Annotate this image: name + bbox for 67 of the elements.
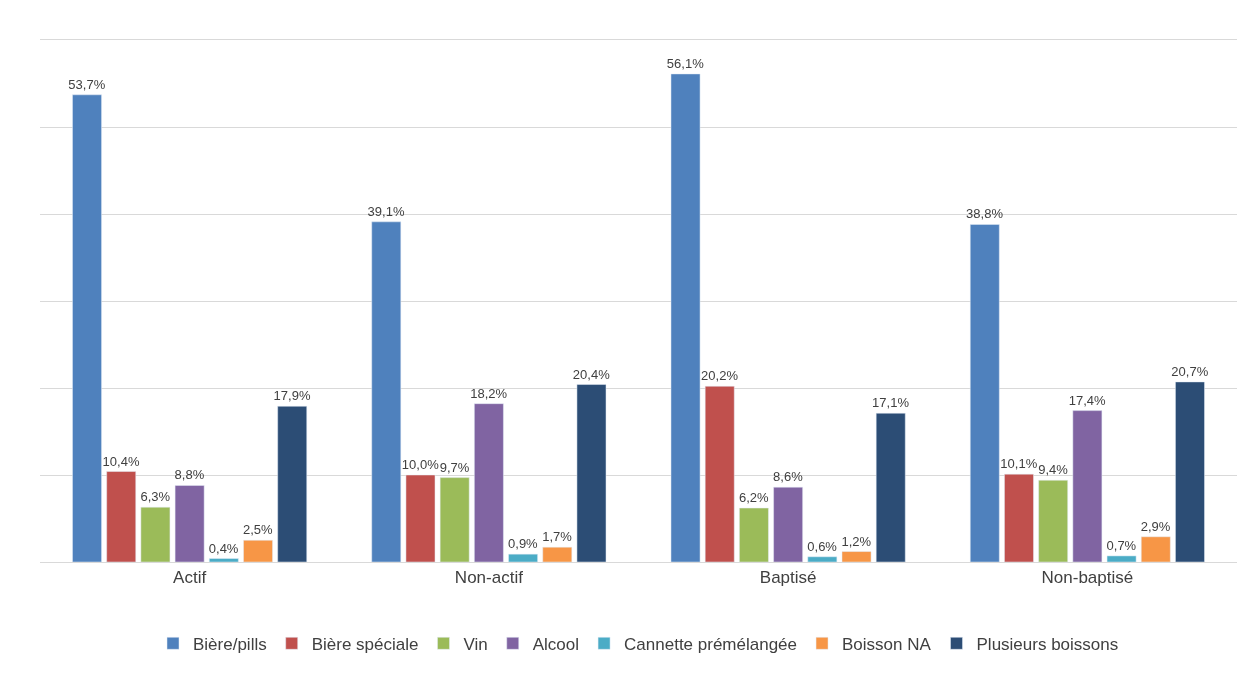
- data-label: 1,7%: [542, 529, 573, 545]
- bar: [704, 386, 735, 562]
- bar: [371, 221, 402, 562]
- legend-label: Alcool: [532, 634, 580, 654]
- data-label: 10,0%: [401, 457, 440, 472]
- data-label: 0,7%: [1106, 537, 1137, 553]
- x-tick-label: Baptisé: [759, 568, 817, 588]
- bar: [277, 406, 308, 562]
- data-label: 20,7%: [1171, 363, 1209, 379]
- bar: [1004, 473, 1034, 562]
- bar: [807, 556, 838, 562]
- bar: [1072, 410, 1103, 562]
- bar: [106, 471, 137, 562]
- bar: [1106, 555, 1137, 562]
- bar: [670, 73, 701, 562]
- data-label: 18,2%: [470, 385, 508, 401]
- data-label: 20,2%: [701, 368, 739, 384]
- legend-label: Cannette prémélangée: [624, 634, 798, 654]
- legend-label: Plusieurs boissons: [976, 634, 1119, 654]
- bar: [474, 403, 504, 562]
- data-label: 38,8%: [966, 206, 1004, 222]
- data-label: 9,7%: [439, 459, 470, 475]
- data-label: 10,4%: [102, 453, 140, 469]
- data-label: 20,4%: [572, 366, 611, 382]
- bar: [576, 384, 607, 562]
- data-label: 0,9%: [508, 536, 539, 552]
- data-label: 0,6%: [807, 538, 838, 554]
- data-label: 17,4%: [1068, 392, 1107, 408]
- legend-label: Vin: [463, 634, 488, 654]
- data-label: 10,1%: [1000, 456, 1038, 472]
- bar: [243, 540, 273, 562]
- data-label: 8,8%: [174, 467, 205, 483]
- bar: [209, 558, 239, 562]
- data-label: 53,7%: [68, 76, 106, 92]
- bar: [1140, 536, 1171, 562]
- legend-label: Boisson NA: [842, 634, 932, 654]
- x-tick-label: Actif: [173, 568, 207, 588]
- bar: [72, 94, 102, 562]
- bar: [405, 474, 436, 562]
- data-label: 1,2%: [841, 533, 872, 549]
- bar: [508, 553, 538, 562]
- data-label: 6,3%: [140, 489, 171, 505]
- bar: [140, 506, 171, 562]
- data-label: 6,2%: [738, 490, 769, 506]
- bar: [1038, 479, 1068, 562]
- bar: [875, 412, 906, 562]
- bar: [739, 507, 769, 562]
- x-tick-label: Non-baptisé: [1041, 568, 1134, 588]
- data-label: 8,6%: [773, 469, 804, 485]
- data-label: 0,4%: [208, 540, 239, 556]
- bar: [773, 486, 803, 562]
- data-label: 17,1%: [872, 395, 910, 411]
- legend-label: Bière spéciale: [311, 634, 419, 654]
- data-label: 39,1%: [367, 203, 405, 219]
- data-label: 2,9%: [1140, 518, 1171, 534]
- data-label: 2,5%: [242, 522, 274, 538]
- bar: [969, 224, 1000, 562]
- bar: [841, 551, 872, 562]
- data-label: 9,4%: [1038, 462, 1069, 478]
- bar: [1175, 381, 1205, 562]
- legend-label: Bière/pills: [193, 634, 267, 654]
- data-label: 17,9%: [273, 388, 311, 404]
- bar: [542, 546, 573, 562]
- data-label: 56,1%: [666, 55, 705, 71]
- bar: [174, 485, 205, 562]
- bar: [439, 477, 470, 562]
- x-tick-label: Non-actif: [454, 568, 524, 588]
